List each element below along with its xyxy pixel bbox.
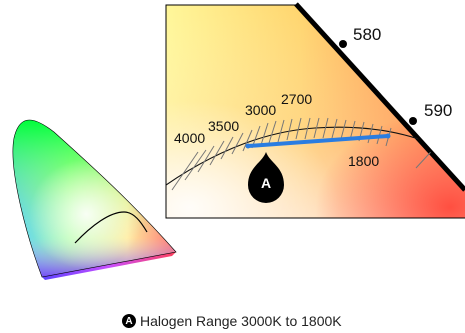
wavelength-dot-580	[339, 40, 347, 48]
caption-text: Halogen Range 3000K to 1800K	[140, 313, 342, 329]
panel-frame	[165, 4, 465, 219]
wavelength-dot-590	[409, 117, 417, 125]
wavelength-label-590: 590	[424, 101, 452, 120]
planckian-locus-small	[74, 211, 148, 244]
caption: A Halogen Range 3000K to 1800K	[122, 311, 342, 331]
isotherm-lines	[171, 117, 441, 191]
cie-horseshoe-small	[12, 119, 177, 280]
cct-label-3500: 3500	[208, 118, 239, 134]
range-end-dot-1800	[385, 133, 391, 139]
spectral-locus-edge	[294, 2, 465, 192]
wavelength-label-580: 580	[353, 25, 381, 44]
marker-a-label: A	[261, 175, 271, 191]
cct-label-3000: 3000	[245, 102, 276, 118]
marker-a: A	[248, 152, 284, 203]
caption-badge: A	[122, 314, 136, 328]
cct-label-1800: 1800	[348, 153, 379, 169]
range-end-dot-3000	[245, 143, 251, 149]
cct-label-2700: 2700	[281, 91, 312, 107]
zoom-panel: 4000 3500 3000 2700 1800 580 590 A	[165, 2, 465, 219]
cct-label-4000: 4000	[174, 130, 205, 146]
halogen-range-line	[246, 134, 390, 148]
